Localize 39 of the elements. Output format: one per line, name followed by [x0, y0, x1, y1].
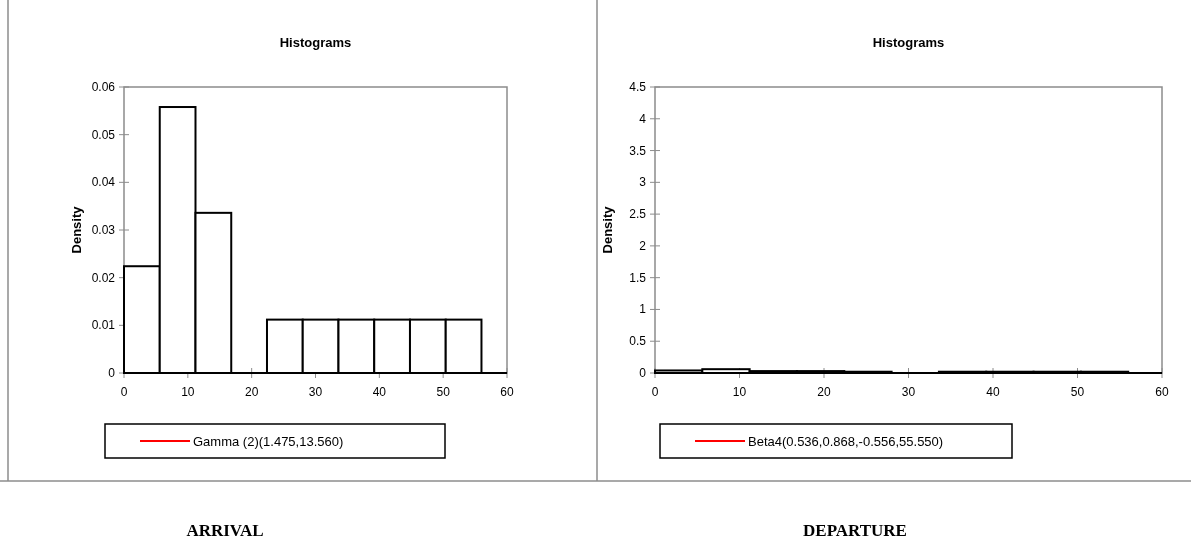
y-tick-label: 3	[639, 175, 647, 190]
y-axis-title: Density	[600, 205, 615, 254]
x-tick-label: 20	[244, 385, 259, 399]
y-tick-label: 0.03	[91, 223, 116, 237]
legend-label: Gamma (2)(1.475,13.560)	[193, 434, 344, 449]
y-tick-label: 1.5	[629, 270, 647, 285]
x-tick-label: 10	[732, 385, 747, 399]
x-tick-label: 30	[308, 385, 323, 399]
chart-title: Histograms	[279, 35, 352, 50]
x-tick-label: 50	[1070, 385, 1085, 399]
y-tick-label: 2.5	[629, 207, 647, 222]
y-tick-label: 0	[108, 366, 116, 380]
y-tick-label: 1	[639, 302, 647, 317]
x-tick-label: 20	[817, 385, 831, 399]
y-tick-label: 4	[639, 111, 647, 126]
y-tick-label: 2	[639, 238, 647, 253]
legend-label: Beta4(0.536,0.868,-0.556,55.550)	[748, 434, 944, 449]
x-tick-label: 40	[986, 385, 1000, 399]
x-tick-label: 60	[500, 385, 514, 399]
y-tick-label: 0.01	[91, 318, 116, 333]
chart-title: Histograms	[872, 35, 945, 50]
y-tick-label: 0.05	[91, 127, 116, 142]
x-tick-label: 0	[651, 385, 659, 399]
y-tick-label: 3.5	[629, 143, 647, 158]
y-axis-title: Density	[69, 205, 84, 254]
y-tick-label: 0.06	[91, 80, 116, 94]
x-tick-label: 40	[372, 385, 387, 399]
text: DEPARTURE	[803, 521, 907, 540]
y-tick-label: 0	[639, 366, 647, 380]
text: ARRIVAL	[186, 521, 264, 540]
y-tick-label: 0.5	[629, 334, 647, 349]
y-tick-label: 0.04	[91, 175, 116, 190]
x-tick-label: 10	[181, 385, 195, 399]
x-tick-label: 60	[1155, 385, 1169, 399]
y-tick-label: 4.5	[629, 80, 647, 94]
x-tick-label: 50	[436, 385, 451, 399]
x-tick-label: 30	[901, 385, 916, 399]
y-tick-label: 0.02	[91, 270, 116, 285]
x-tick-label: 0	[120, 385, 128, 399]
